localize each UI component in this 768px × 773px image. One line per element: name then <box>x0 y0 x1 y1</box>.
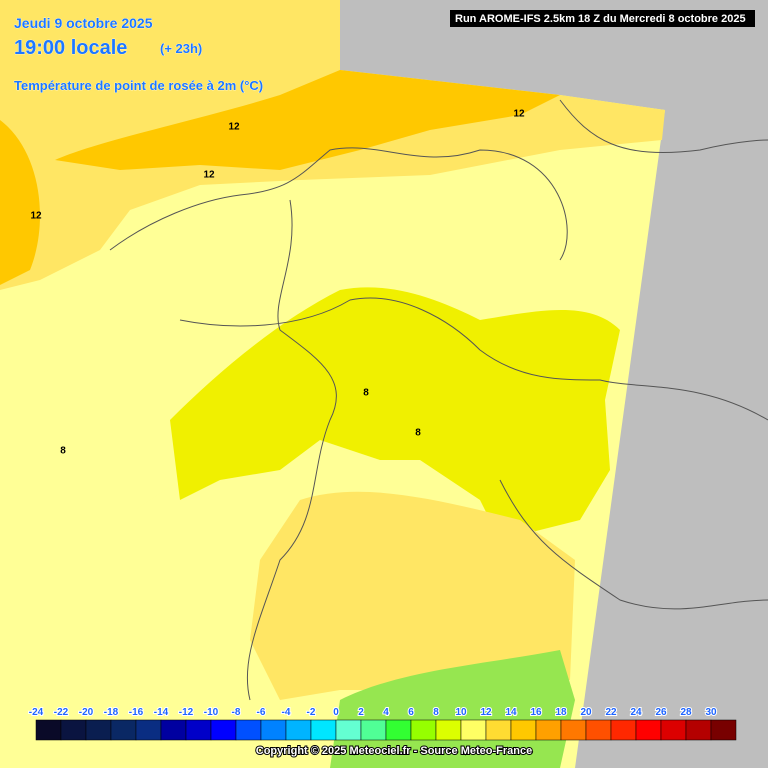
legend-label: 16 <box>530 707 542 718</box>
variable: Température de point de rosée à 2m (°C) <box>14 78 263 93</box>
color-cell <box>610 719 637 741</box>
color-cell <box>685 719 712 741</box>
color-cell <box>260 719 287 741</box>
color-cell <box>60 719 87 741</box>
color-cell <box>535 719 562 741</box>
zone-12-14 <box>0 70 560 285</box>
contour-label: 12 <box>203 170 215 181</box>
run-box <box>450 10 755 27</box>
color-cell <box>585 719 612 741</box>
run-info: Run AROME-IFS 2.5km 18 Z du Mercredi 8 o… <box>455 13 746 25</box>
legend-label: 30 <box>705 707 717 718</box>
legend-label: 8 <box>433 707 439 718</box>
legend-label: 6 <box>408 707 414 718</box>
color-cell <box>210 719 237 741</box>
color-cell <box>635 719 662 741</box>
copyright: Copyright © 2025 Meteociel.fr - Source M… <box>256 745 532 757</box>
border <box>499 479 768 610</box>
borders <box>109 99 768 701</box>
legend-label: 26 <box>655 707 667 718</box>
legend-label: -18 <box>104 707 119 718</box>
legend-label: -4 <box>282 707 291 718</box>
border <box>179 297 768 421</box>
color-cell <box>335 719 362 741</box>
contour-label: 12 <box>513 109 525 120</box>
color-cell <box>135 719 162 741</box>
time: 19:00 locale <box>14 37 127 59</box>
contour-labels: 12 12 12 12 8 8 8 <box>30 109 525 457</box>
legend-label: -22 <box>54 707 69 718</box>
color-cell <box>660 719 687 741</box>
legend-label: -6 <box>257 707 266 718</box>
legend-label: 10 <box>455 707 467 718</box>
color-cell <box>35 719 62 741</box>
legend-label: 24 <box>630 707 642 718</box>
legend-label: 14 <box>505 707 517 718</box>
legend-label: -14 <box>154 707 169 718</box>
legend-label: 4 <box>383 707 389 718</box>
legend-label: 28 <box>680 707 692 718</box>
color-cell <box>160 719 187 741</box>
zone-10-12-south <box>250 491 575 700</box>
legend-label: -2 <box>307 707 316 718</box>
legend: -24 -22 -20 -18 -16 -14 -12 -10 -8 -6 -4 -2 0 2 4 6 8 10 1… <box>28 706 737 741</box>
color-cell <box>485 719 512 741</box>
legend-label: -20 <box>79 707 94 718</box>
contour-label: 8 <box>363 388 369 399</box>
color-cell <box>560 719 587 741</box>
color-cell <box>235 719 262 741</box>
legend-label: -16 <box>129 707 144 718</box>
border <box>246 199 337 701</box>
color-cell <box>85 719 112 741</box>
contour-label: 8 <box>415 428 421 439</box>
legend-label: -8 <box>232 707 241 718</box>
legend-label: 18 <box>555 707 567 718</box>
color-cell <box>110 719 137 741</box>
legend-label: -10 <box>204 707 219 718</box>
border <box>559 99 768 154</box>
color-cell <box>310 719 337 741</box>
zone-8-light <box>0 320 180 520</box>
color-cell <box>460 719 487 741</box>
legend-label: 22 <box>605 707 617 718</box>
color-cell <box>360 719 387 741</box>
color-cell <box>710 719 737 741</box>
legend-label: 12 <box>480 707 492 718</box>
contour-label: 12 <box>228 122 240 133</box>
legend-label: 0 <box>333 707 339 718</box>
color-cell <box>435 719 462 741</box>
contour-label: 12 <box>30 211 42 222</box>
color-cell <box>285 719 312 741</box>
legend-label: -12 <box>179 707 194 718</box>
contour-label: 8 <box>60 446 66 457</box>
date: Jeudi 9 octobre 2025 <box>14 15 153 31</box>
color-cell <box>185 719 212 741</box>
legend-label: 20 <box>580 707 592 718</box>
color-cell <box>410 719 437 741</box>
lead-time: (+ 23h) <box>160 41 202 56</box>
color-cell <box>385 719 412 741</box>
legend-label: 2 <box>358 707 364 718</box>
legend-label: -24 <box>29 707 44 718</box>
zone-6-8 <box>170 287 620 540</box>
coastline <box>109 147 568 261</box>
color-cell <box>510 719 537 741</box>
